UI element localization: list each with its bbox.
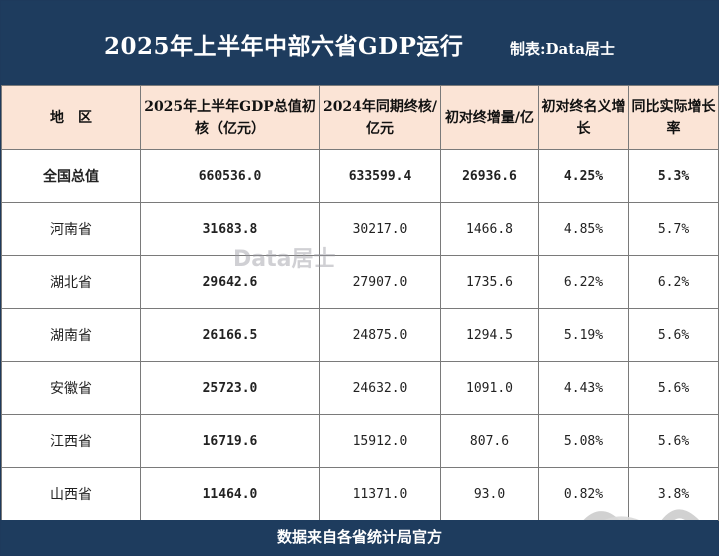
table-row-jiangxi: 江西省 16719.6 15912.0 807.6 5.08% 5.6% [1,414,719,468]
source-footer: 数据来自各省统计局官方 [1,520,718,555]
cell-region: 河南省 [1,202,141,256]
col-header-gdp-2024: 2024年同期终核/亿元 [319,85,441,150]
table-body: 全国总值 660536.0 633599.4 26936.6 4.25% 5.3% 河南省 3… [1,149,719,521]
table-row-shanxi: 山西省 11464.0 11371.0 93.0 0.82% 3.8% [1,467,719,521]
cell-gdp-2024: 30217.0 [319,202,441,256]
cell-nominal-growth: 5.19% [538,308,629,362]
cell-nominal-growth: 6.22% [538,255,629,309]
cell-gdp-2025: 26166.5 [140,308,320,362]
cell-gdp-2025: 16719.6 [140,414,320,468]
cell-gdp-2025: 11464.0 [140,467,320,521]
cell-nominal-growth: 5.08% [538,414,629,468]
cell-real-growth: 5.3% [628,149,719,203]
col-header-increment: 初对终增量/亿 [440,85,539,150]
col-header-nominal-growth: 初对终名义增长 [538,85,629,150]
cell-nominal-growth: 4.85% [538,202,629,256]
cell-gdp-2025: 25723.0 [140,361,320,415]
cell-region: 湖南省 [1,308,141,362]
cell-nominal-growth: 4.25% [538,149,629,203]
cell-increment: 1466.8 [440,202,539,256]
title-bar: 2025年上半年中部六省GDP运行 制表:Data居士 [1,1,718,85]
cell-real-growth: 6.2% [628,255,719,309]
cell-increment: 93.0 [440,467,539,521]
cell-real-growth: 5.7% [628,202,719,256]
cell-increment: 1294.5 [440,308,539,362]
cell-gdp-2024: 633599.4 [319,149,441,203]
watermark: Data居士 [233,247,336,272]
table-row-national: 全国总值 660536.0 633599.4 26936.6 4.25% 5.3% [1,149,719,203]
cell-gdp-2025: 660536.0 [140,149,320,203]
cell-nominal-growth: 4.43% [538,361,629,415]
page-title: 2025年上半年中部六省GDP运行 [104,33,464,60]
table-row-hunan: 湖南省 26166.5 24875.0 1294.5 5.19% 5.6% [1,308,719,362]
cell-increment: 1735.6 [440,255,539,309]
cell-region: 全国总值 [1,149,141,203]
col-header-region: 地 区 [1,85,141,150]
cell-region: 安徽省 [1,361,141,415]
cell-real-growth: 5.6% [628,361,719,415]
table-header-row: 地 区 2025年上半年GDP总值初核（亿元） 2024年同期终核/亿元 初对终… [1,85,719,150]
cell-increment: 1091.0 [440,361,539,415]
col-header-real-growth: 同比实际增长率 [628,85,719,150]
cell-increment: 26936.6 [440,149,539,203]
cell-gdp-2025: 31683.8 [140,202,320,256]
cell-gdp-2024: 27907.0 [319,255,441,309]
cell-region: 湖北省 [1,255,141,309]
gdp-table: 地 区 2025年上半年GDP总值初核（亿元） 2024年同期终核/亿元 初对终… [1,85,719,521]
cell-real-growth: 5.6% [628,308,719,362]
cell-region: 山西省 [1,467,141,521]
cell-gdp-2024: 24875.0 [319,308,441,362]
cell-real-growth: 5.6% [628,414,719,468]
cell-gdp-2025: 29642.6 [140,255,320,309]
table-row-anhui: 安徽省 25723.0 24632.0 1091.0 4.43% 5.6% [1,361,719,415]
cell-increment: 807.6 [440,414,539,468]
col-header-gdp-2025: 2025年上半年GDP总值初核（亿元） [140,85,320,150]
table-row-henan: 河南省 31683.8 30217.0 1466.8 4.85% 5.7% [1,202,719,256]
cell-gdp-2024: 24632.0 [319,361,441,415]
cell-region: 江西省 [1,414,141,468]
cell-gdp-2024: 11371.0 [319,467,441,521]
cell-nominal-growth: 0.82% [538,467,629,521]
cell-gdp-2024: 15912.0 [319,414,441,468]
table-row-hubei: 湖北省 29642.6 27907.0 1735.6 6.22% 6.2% [1,255,719,309]
maker-credit: 制表:Data居士 [510,40,615,58]
